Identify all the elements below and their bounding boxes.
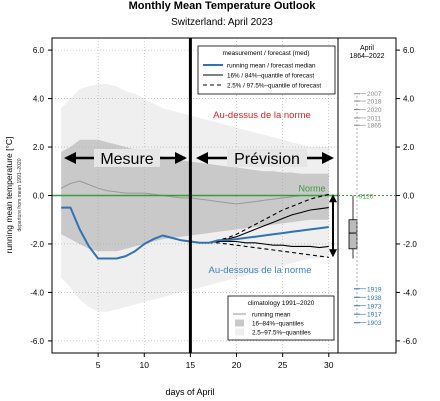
data-series: [52, 38, 338, 353]
y-right-tick-label: 0.0: [403, 192, 415, 201]
y-right-tick-label: 4.0: [403, 95, 415, 104]
y-tick-label: 2.0: [33, 143, 45, 152]
climatology-legend-title: climatology 1991–2020: [248, 300, 315, 307]
side-box: [348, 219, 358, 250]
cold-year-label: 1919: [367, 286, 382, 293]
above-norm-label: Au-dessus de la norme: [213, 110, 311, 121]
forecast-2.5-line: [208, 242, 329, 258]
cold-year-label: 1973: [367, 303, 382, 310]
forecast-84-line: [208, 207, 329, 244]
uncertainty-arrow-bottom-head: [329, 249, 337, 258]
y-right-tick-label: -4.0: [403, 288, 417, 297]
mesure-arrow-right-head: [175, 151, 187, 164]
x-tick-label: 30: [324, 360, 334, 370]
mesure-arrow-left-head: [64, 151, 76, 164]
y-tick-label: -2.0: [30, 240, 44, 249]
chart-subtitle: Switzerland: April 2023: [171, 17, 273, 28]
prevision-arrow-left-head: [196, 151, 208, 164]
y-axis-sublabel: departure from mean 1991–2020: [17, 158, 23, 231]
prevision-arrow-right-head: [322, 151, 334, 164]
side-norm-label: -9120: [357, 194, 374, 201]
climatology-legend-swatch: [235, 319, 244, 327]
below-norm-label: Au-dessous de la norme: [209, 265, 312, 276]
prevision-label: Prévision: [234, 151, 300, 168]
climatology-legend-entry: running mean: [252, 312, 291, 319]
side-panel-title-month: April: [360, 45, 374, 52]
y-tick-label: 6.0: [33, 46, 45, 55]
x-axis-label: days of April: [165, 387, 214, 397]
y-tick-label: -4.0: [30, 288, 44, 297]
warm-year-label: 2007: [367, 91, 382, 98]
warm-year-label: 2011: [367, 115, 381, 122]
cold-year-label: 1938: [367, 295, 382, 302]
x-tick-label: 10: [140, 360, 150, 370]
uncertainty-arrow-top-head: [329, 194, 337, 203]
y-right-tick-label: 6.0: [403, 46, 415, 55]
chart-title: Monthly Mean Temperature Outlook: [129, 0, 317, 12]
y-right-tick-label: 2.0: [403, 143, 415, 152]
forecast-legend-entry: running mean / forecast median: [227, 63, 316, 70]
forecast-legend-entry: 16% / 84%–quantile of forecast: [227, 73, 314, 80]
y-tick-label: -6.0: [30, 337, 44, 346]
warm-year-label: 1865: [367, 123, 382, 130]
mesure-label: Mesure: [100, 151, 153, 168]
forecast-16-line: [208, 240, 329, 249]
y-right-tick-label: -6.0: [403, 337, 417, 346]
legends: measurement / forecast (med) running mean…: [197, 45, 336, 341]
warm-year-label: 2020: [367, 107, 382, 114]
forecast-legend-title: measurement / forecast (med): [222, 50, 309, 57]
climatology-legend-entry: 16–84%–quantiles: [252, 321, 304, 328]
y-right-tick-label: -2.0: [403, 240, 417, 249]
y-tick-label: 0.0: [33, 192, 45, 201]
x-tick-label: 25: [278, 360, 288, 370]
cold-year-label: 1917: [367, 312, 382, 319]
x-tick-label: 20: [232, 360, 242, 370]
forecast-legend-entry: 2.5% / 97.5%–quantile of forecast: [227, 83, 321, 90]
side-panel-title-years: 1864–2022: [349, 53, 384, 60]
warm-year-label: 2018: [367, 99, 382, 106]
x-tick-label: 15: [186, 360, 196, 370]
prevision-label-bg: [227, 148, 307, 167]
running-mean-forecast-median-line: [61, 206, 329, 260]
climatology-legend-swatch: [235, 328, 244, 336]
cold-year-label: 1903: [367, 320, 382, 327]
climatology-legend-entry: 2.5–97.5%–quantiles: [252, 330, 311, 337]
x-tick-label: 5: [96, 360, 101, 370]
forecast-legend-box: [197, 45, 336, 95]
climatology-legend-box: [227, 295, 335, 341]
norm-label: Norme: [298, 184, 325, 194]
mesure-label-bg: [94, 148, 160, 167]
y-axis-label: running mean temperature [°C]: [4, 137, 14, 254]
climatology-running-mean-line: [60, 180, 329, 205]
y-tick-label: 4.0: [33, 95, 45, 104]
forecast-97.5-line: [208, 193, 329, 244]
